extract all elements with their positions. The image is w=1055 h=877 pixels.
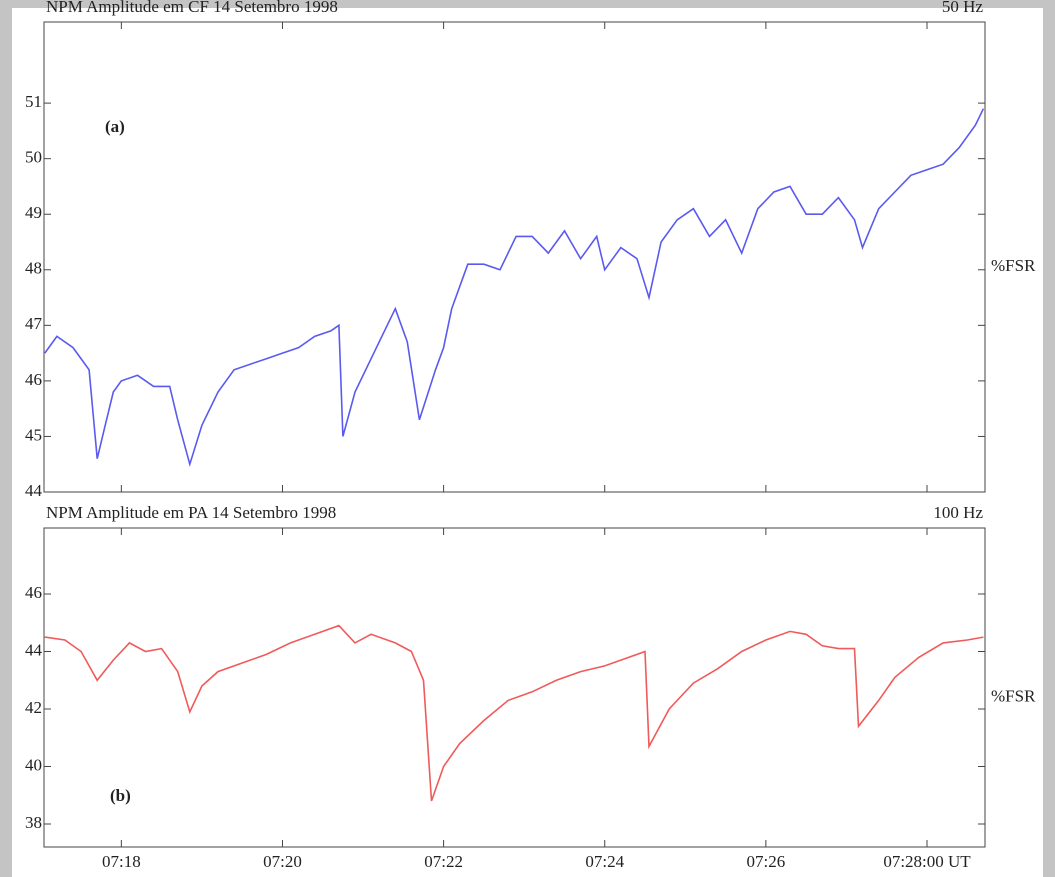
y-tick-label: 46 [25, 370, 42, 389]
plot-frame [43, 527, 986, 848]
data-line [44, 108, 985, 468]
frequency-label: 100 Hz [933, 503, 983, 522]
x-tick-label: 07:24 [585, 852, 624, 871]
chart-title: NPM Amplitude em CF 14 Setembro 1998 [46, 0, 338, 16]
panel-annotation: (a) [105, 117, 125, 136]
y-axis-label: %FSR [991, 256, 1036, 275]
x-tick-label: 07:22 [424, 852, 463, 871]
y-tick-label: 40 [25, 755, 42, 774]
y-tick-label: 45 [25, 425, 42, 444]
y-tick-label: 50 [25, 148, 42, 167]
y-tick-label: 42 [25, 698, 42, 717]
y-tick-label: 46 [25, 583, 42, 602]
x-tick-label: 07:20 [263, 852, 302, 871]
plot-frame [43, 21, 986, 493]
y-tick-label: 48 [25, 259, 42, 278]
y-tick-label: 49 [25, 203, 42, 222]
y-tick-label: 47 [25, 314, 43, 333]
y-tick-label: 44 [25, 640, 43, 659]
frequency-label: 50 Hz [942, 0, 984, 16]
y-axis-label: %FSR [991, 686, 1036, 705]
data-line [44, 624, 984, 802]
background [12, 8, 1043, 877]
panel-annotation: (b) [110, 786, 131, 805]
y-tick-label: 44 [25, 481, 43, 500]
y-tick-label: 38 [25, 813, 42, 832]
x-tick-label: 07:18 [102, 852, 141, 871]
x-tick-label: 07:26 [746, 852, 785, 871]
x-tick-label: 07:28:00 UT [883, 852, 971, 871]
chart-title: NPM Amplitude em PA 14 Setembro 1998 [46, 503, 336, 522]
y-tick-label: 51 [25, 92, 42, 111]
